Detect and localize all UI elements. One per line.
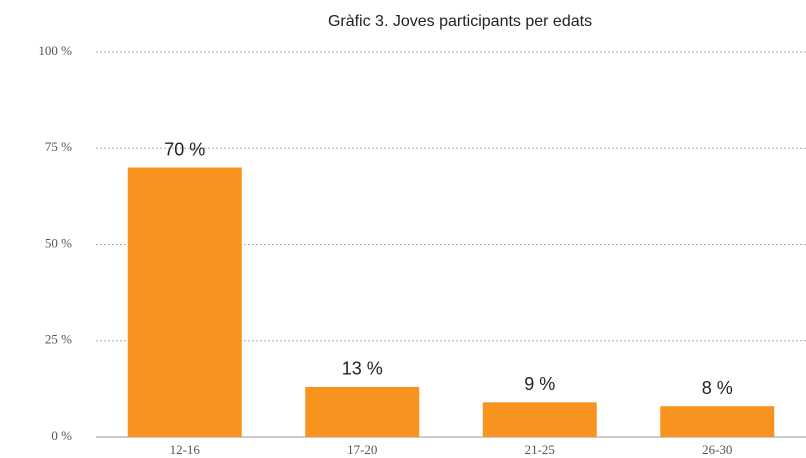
- value-label: 13 %: [342, 359, 383, 379]
- bar: [482, 402, 597, 437]
- x-tick-label: 12-16: [170, 442, 201, 457]
- value-label: 9 %: [524, 374, 555, 394]
- x-tick-label: 21-25: [525, 442, 555, 457]
- chart-title: Gràfic 3. Joves participants per edats: [328, 13, 592, 30]
- value-label: 70 %: [164, 139, 205, 159]
- x-tick-label: 26-30: [702, 442, 732, 457]
- bar: [127, 167, 242, 437]
- bar: [660, 406, 775, 437]
- y-tick-label: 100 %: [38, 43, 72, 58]
- y-tick-label: 25 %: [45, 332, 72, 347]
- value-label: 8 %: [702, 378, 733, 398]
- y-tick-label: 75 %: [45, 139, 72, 154]
- y-tick-label: 0 %: [51, 428, 72, 443]
- bar: [305, 386, 420, 437]
- y-tick-label: 50 %: [45, 235, 72, 250]
- x-tick-label: 17-20: [347, 442, 377, 457]
